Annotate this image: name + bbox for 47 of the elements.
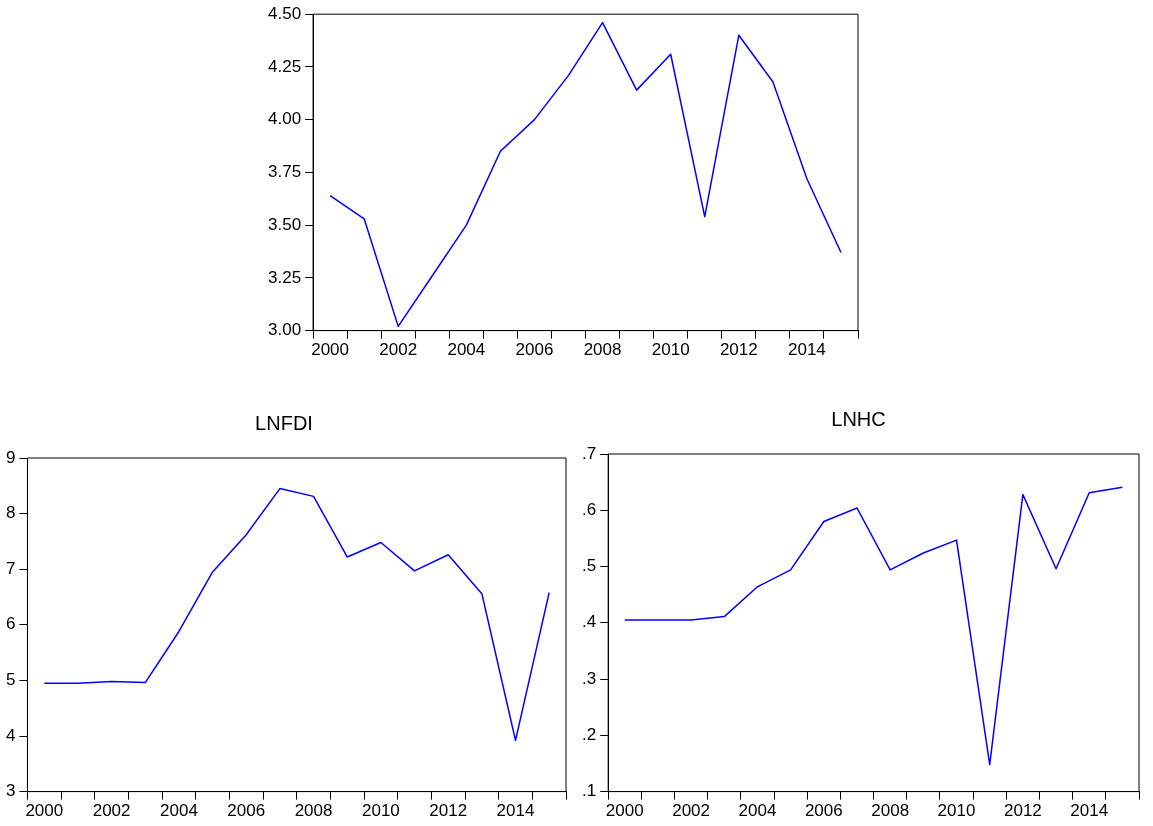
x-tick-label: 2006 bbox=[227, 801, 266, 821]
x-tick-label: 2014 bbox=[496, 801, 535, 821]
y-tick-label: .3 bbox=[581, 668, 597, 688]
y-tick-label: 3.50 bbox=[267, 214, 302, 234]
x-tick-label: 2002 bbox=[379, 340, 418, 360]
x-tick-label: 2012 bbox=[719, 340, 758, 360]
x-tick-label: 2010 bbox=[651, 340, 690, 360]
x-tick-label: 2012 bbox=[429, 801, 468, 821]
x-tick-label: 2014 bbox=[788, 340, 826, 360]
x-tick-label: 2004 bbox=[738, 801, 777, 821]
chart-title: LNHC bbox=[831, 407, 886, 430]
x-tick-label: 2014 bbox=[1070, 801, 1109, 821]
y-tick-label: 4.25 bbox=[267, 56, 302, 76]
x-tick-label: 2008 bbox=[583, 340, 622, 360]
x-tick-label: 2008 bbox=[294, 801, 333, 821]
x-tick-label: 2006 bbox=[804, 801, 843, 821]
x-tick-label: 2008 bbox=[871, 801, 910, 821]
y-tick-label: .6 bbox=[581, 499, 597, 519]
y-tick-label: 4 bbox=[5, 725, 16, 745]
x-tick-label: 2006 bbox=[515, 340, 554, 360]
y-tick-label: 3.25 bbox=[267, 267, 302, 287]
y-tick-label: 3 bbox=[5, 781, 16, 801]
y-tick-label: 6 bbox=[5, 614, 16, 634]
x-tick-label: 2010 bbox=[937, 801, 976, 821]
x-tick-label: 2002 bbox=[92, 801, 131, 821]
x-tick-label: 2000 bbox=[605, 801, 644, 821]
y-tick-label: .2 bbox=[581, 725, 597, 745]
y-tick-label: 8 bbox=[5, 503, 16, 523]
x-tick-label: 2000 bbox=[25, 801, 64, 821]
x-tick-label: 2004 bbox=[447, 340, 486, 360]
y-tick-label: 3.75 bbox=[267, 162, 302, 182]
y-tick-label: .7 bbox=[581, 443, 597, 463]
x-tick-label: 2004 bbox=[160, 801, 198, 821]
y-tick-label: 3.00 bbox=[267, 320, 302, 340]
y-tick-label: 9 bbox=[5, 447, 16, 467]
y-tick-label: 5 bbox=[5, 670, 16, 690]
y-tick-label: .1 bbox=[581, 781, 597, 801]
x-tick-label: 2000 bbox=[311, 340, 350, 360]
y-tick-label: .4 bbox=[581, 612, 597, 632]
x-tick-label: 2010 bbox=[361, 801, 400, 821]
y-tick-label: .5 bbox=[581, 556, 597, 576]
y-tick-label: 4.50 bbox=[267, 3, 302, 23]
x-tick-label: 2012 bbox=[1003, 801, 1042, 821]
y-tick-label: 7 bbox=[5, 558, 16, 578]
y-tick-label: 4.00 bbox=[267, 109, 302, 129]
x-tick-label: 2002 bbox=[672, 801, 711, 821]
chart-title: LNFDI bbox=[255, 411, 313, 434]
